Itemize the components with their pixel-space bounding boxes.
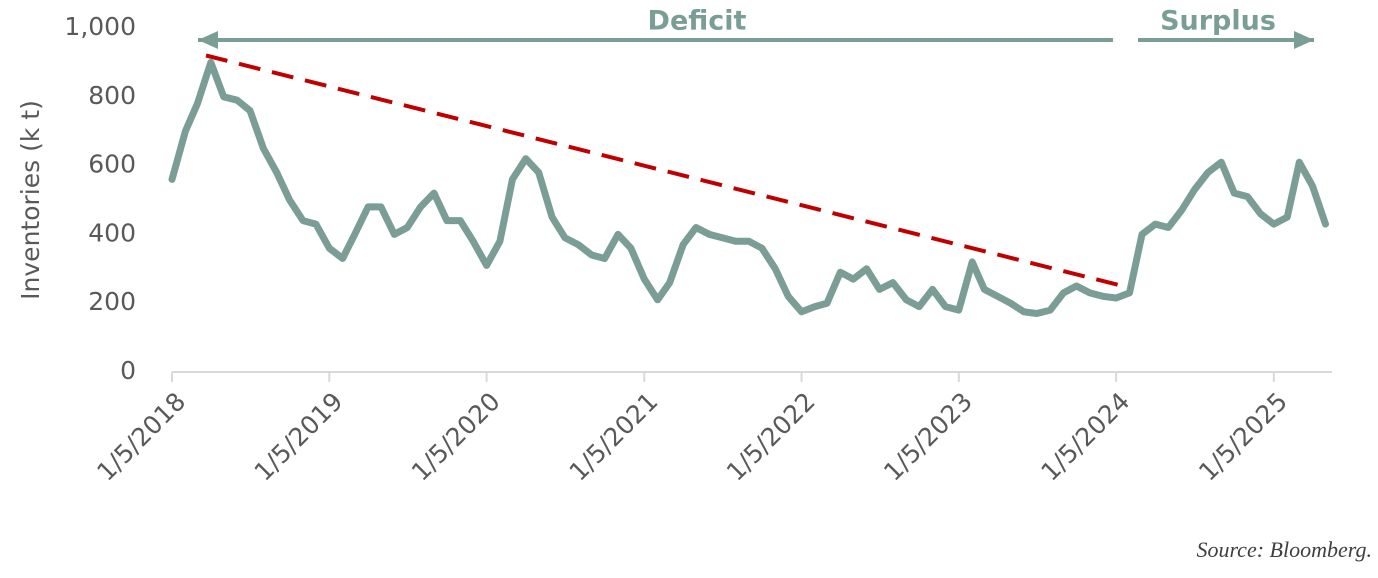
x-tick-label: 1/5/2021 [564,387,664,487]
y-tick-label: 0 [120,356,136,385]
x-tick-label: 1/5/2025 [1193,387,1293,487]
trend-line [205,53,1130,290]
y-axis-label: Inventories (k t) [16,100,45,300]
x-tick-label: 1/5/2019 [249,387,349,487]
y-tick-label: 1,000 [64,12,136,41]
y-tick-label: 800 [88,81,136,110]
source-note: Source: Bloomberg. [1196,537,1372,562]
x-tick-label: 1/5/2024 [1035,387,1135,487]
arrow-head [198,31,218,49]
y-tick-label: 600 [88,150,136,179]
x-tick-label: 1/5/2022 [721,387,821,487]
series-line [168,58,1329,317]
annotation: Deficit [648,6,747,37]
x-tick-label: 1/5/2020 [406,387,506,487]
x-tick-label: 1/5/2018 [91,387,191,487]
x-tick-label: 1/5/2023 [878,387,978,487]
y-tick-label: 400 [88,218,136,247]
y-tick-label: 200 [88,287,136,316]
annotation: Surplus [1160,6,1276,37]
arrow-head [1294,31,1314,49]
